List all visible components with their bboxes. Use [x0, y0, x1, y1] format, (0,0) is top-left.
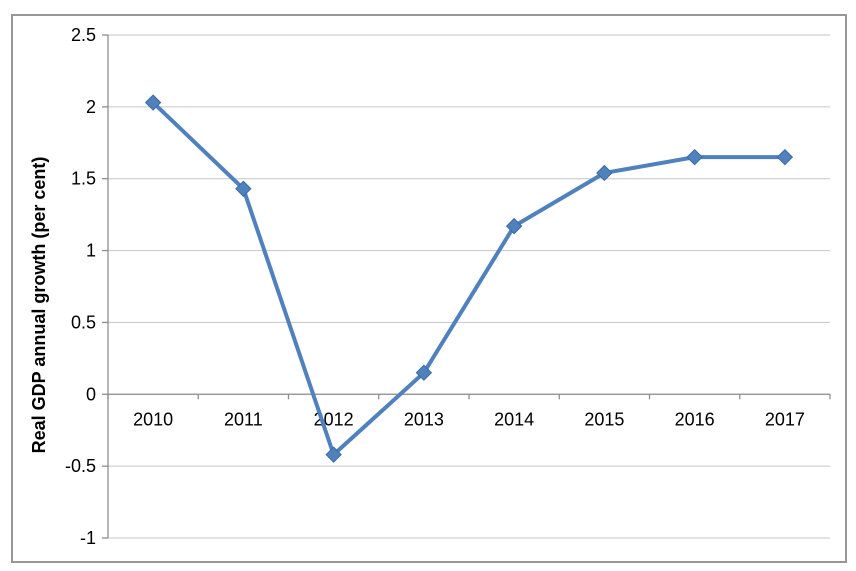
data-point-marker-2014	[505, 217, 523, 235]
data-point-marker-2010	[144, 94, 162, 111]
data-point-marker-2016	[686, 148, 703, 166]
x-tick-label: 2015	[584, 409, 624, 429]
data-line	[151, 100, 787, 457]
x-tick-label: 2016	[675, 409, 715, 429]
y-tick-label: 0.5	[71, 312, 96, 332]
x-tick-label: 2010	[133, 409, 173, 429]
data-point-marker-2012	[325, 446, 342, 463]
y-axis-title: Real GDP annual growth (per cent)	[29, 157, 49, 454]
x-tick-label: 2014	[494, 409, 534, 429]
x-tick-label: 2017	[765, 409, 805, 429]
y-tick-label: 1.5	[71, 169, 96, 189]
y-tick-label: -1	[80, 528, 96, 548]
y-tick-label: 0	[86, 384, 96, 404]
x-tick-label: 2011	[224, 409, 263, 429]
x-tick-label: 2013	[404, 409, 444, 429]
data-point-marker-2011	[235, 180, 252, 197]
y-tick-label: 2.5	[71, 25, 96, 45]
y-tick-label: -0.5	[65, 456, 96, 476]
data-point-marker-2013	[415, 364, 433, 381]
data-point-marker-2015	[596, 164, 613, 182]
y-tick-label: 2	[86, 97, 96, 117]
y-tick-label: 1	[86, 241, 96, 261]
data-point-marker-2017	[776, 148, 794, 166]
